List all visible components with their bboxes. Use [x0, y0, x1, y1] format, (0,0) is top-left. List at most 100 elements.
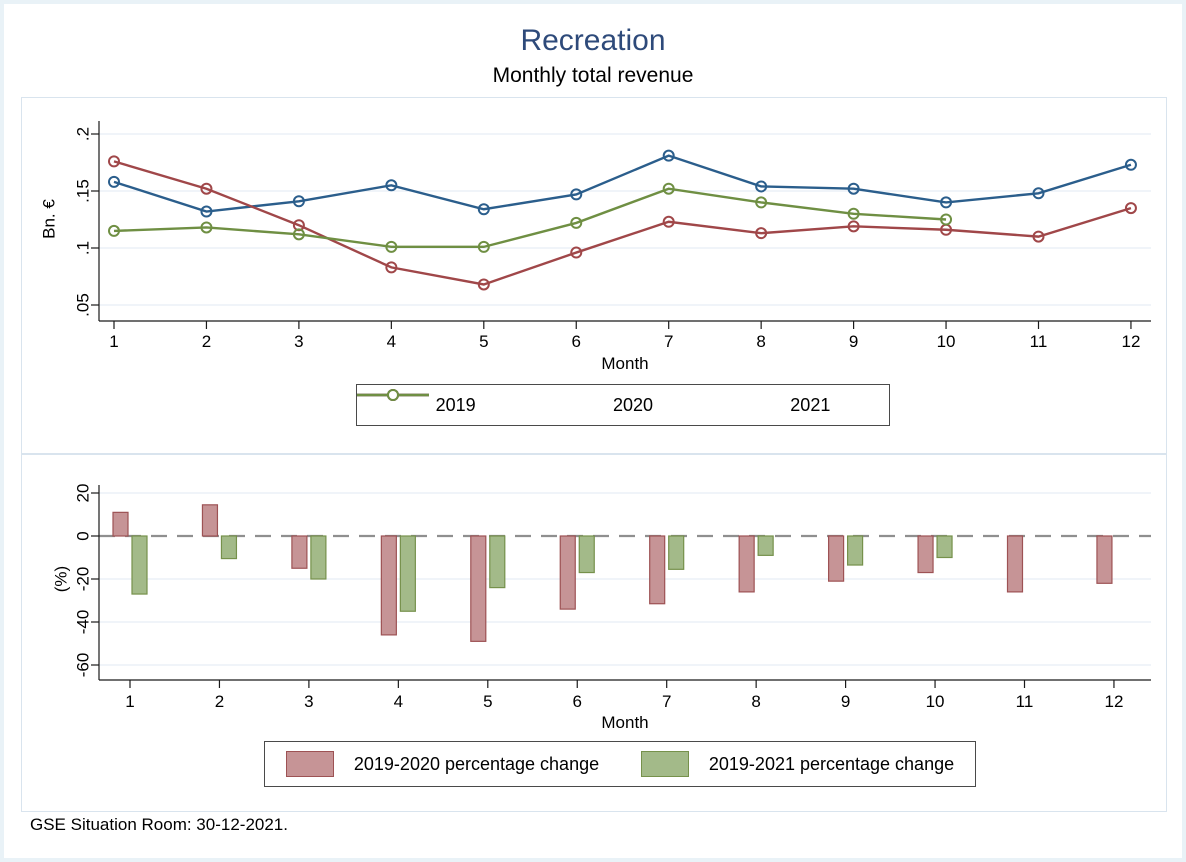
marker-2020	[755, 227, 768, 240]
marker-2021	[570, 216, 583, 229]
x-tick-label: 3	[304, 692, 313, 711]
y-tick-label: .2	[73, 127, 92, 141]
marker-2020	[662, 215, 675, 228]
marker-2019	[755, 180, 768, 193]
y-tick-label: .05	[73, 293, 92, 317]
legend-label: 2021	[790, 394, 831, 415]
y-tick-label: -60	[73, 653, 92, 678]
series-line-2021	[113, 187, 947, 249]
x-tick-label: 12	[1104, 692, 1123, 711]
bar-2019-2021 percentage change-m3	[310, 535, 327, 580]
marker-2021	[108, 224, 120, 237]
x-tick-label: 3	[294, 332, 303, 351]
series-line-2020	[113, 160, 1132, 286]
series-line-2019	[113, 154, 1132, 213]
x-tick-label: 6	[573, 692, 582, 711]
x-tick-label: 1	[125, 692, 134, 711]
marker-2019	[1032, 187, 1045, 200]
marker-2021	[292, 228, 305, 241]
x-axis-title: Month	[601, 713, 648, 732]
chart-title: Recreation	[520, 24, 666, 57]
marker-2021	[477, 240, 490, 253]
bar-2019-2021 percentage change-m2	[220, 535, 238, 560]
line-chart-panel: .05.1.15.2 1 2 3 4 5 6 7 8 9 10 11 12 Month Bn. € 2019…	[21, 97, 1167, 454]
marker-2020	[477, 278, 490, 291]
marker-2021	[385, 240, 398, 253]
bar-2019-2020 percentage change-m5	[470, 535, 487, 642]
y-tick-label: .1	[73, 241, 92, 255]
marker-2020	[847, 220, 860, 233]
marker-2019	[385, 179, 398, 192]
marker-2021	[200, 221, 213, 234]
marker-2021	[755, 196, 768, 209]
x-tick-label: 11	[1016, 692, 1034, 711]
bar-2019-2021 percentage change-m8	[757, 535, 774, 556]
bar-2019-2020 percentage change-m12	[1096, 535, 1113, 584]
chart-subtitle: Monthly total revenue	[492, 64, 694, 87]
marker-2019	[662, 149, 675, 162]
bar-2019-2020 percentage change-m2	[201, 504, 219, 537]
bar-chart-panel: 20 0 -20 -40 -60 1 2 3 4 5 6 7 8 9 10 11 12 Month (%) 2019…	[21, 454, 1167, 812]
marker-2021	[847, 207, 860, 220]
x-tick-label: 2	[215, 692, 224, 711]
bar-2019-2020 percentage change-m4	[380, 535, 397, 636]
bar-2019-2021 percentage change-m10	[936, 535, 953, 559]
marker-2019	[940, 196, 953, 209]
x-tick-label: 2	[202, 332, 211, 351]
x-tick-label: 12	[1121, 332, 1140, 351]
y-tick-label: .15	[73, 179, 92, 203]
bar-2019-2020 percentage change-m3	[291, 535, 308, 569]
marker-2019	[570, 188, 583, 201]
x-tick-label: 8	[756, 332, 765, 351]
bar-2019-2021 percentage change-m9	[846, 535, 864, 566]
bar-2019-2021 percentage change-m6	[578, 535, 595, 574]
x-tick-label: 10	[937, 332, 956, 351]
legend-item-2019-2020-percentage-change: 2019-2020 percentage change	[285, 751, 600, 777]
legend-swatch-icon	[640, 751, 689, 777]
marker-2020	[385, 261, 398, 274]
y-tick-label: -40	[73, 610, 92, 635]
bar-chart-legend: 2019-2020 percentage change 2019-2021 per…	[264, 741, 976, 787]
bar-2019-2020 percentage change-m11	[1006, 535, 1024, 593]
x-tick-label: 9	[841, 692, 850, 711]
legend-label: 2020	[612, 394, 654, 415]
bar-2019-2020 percentage change-m6	[559, 535, 576, 610]
y-axis-title: Bn. €	[39, 199, 58, 239]
marker-2019	[200, 205, 213, 218]
legend-item-2021: 2021	[357, 389, 831, 416]
source-note: GSE Situation Room: 30-12-2021.	[30, 815, 288, 834]
bar-2019-2021 percentage change-m7	[668, 535, 685, 570]
marker-2021	[662, 182, 675, 195]
y-tick-label: -20	[73, 567, 92, 592]
legend-label: 2019-2020 percentage change	[353, 753, 600, 774]
x-tick-label: 11	[1030, 332, 1048, 351]
legend-item-2019-2021-percentage-change: 2019-2021 percentage change	[640, 751, 954, 777]
bar-2019-2020 percentage change-m10	[917, 535, 934, 574]
marker-2020	[108, 155, 120, 168]
y-tick-label: 0	[73, 531, 92, 540]
legend-label: 2019	[435, 394, 476, 415]
x-tick-label: 4	[387, 332, 396, 351]
x-tick-label: 5	[479, 332, 488, 351]
x-tick-label: 1	[109, 332, 118, 351]
x-tick-label: 7	[664, 332, 673, 351]
marker-2021	[940, 213, 953, 226]
bar-2019-2021 percentage change-m1	[131, 535, 148, 595]
x-tick-label: 7	[662, 692, 671, 711]
y-tick-label: 20	[73, 484, 92, 503]
legend-item-2020: 2020	[357, 389, 654, 416]
marker-2019	[1124, 158, 1137, 171]
marker-2019	[108, 175, 120, 188]
marker-2020	[570, 246, 583, 259]
x-axis-title: Month	[601, 354, 648, 373]
marker-2020	[200, 182, 213, 195]
marker-2019	[292, 195, 305, 208]
legend-swatch-icon	[285, 751, 334, 777]
bar-2019-2020 percentage change-m7	[649, 535, 666, 605]
marker-2019	[477, 203, 490, 216]
bar-2019-2021 percentage change-m4	[399, 535, 416, 612]
bar-2019-2020 percentage change-m9	[827, 535, 845, 582]
